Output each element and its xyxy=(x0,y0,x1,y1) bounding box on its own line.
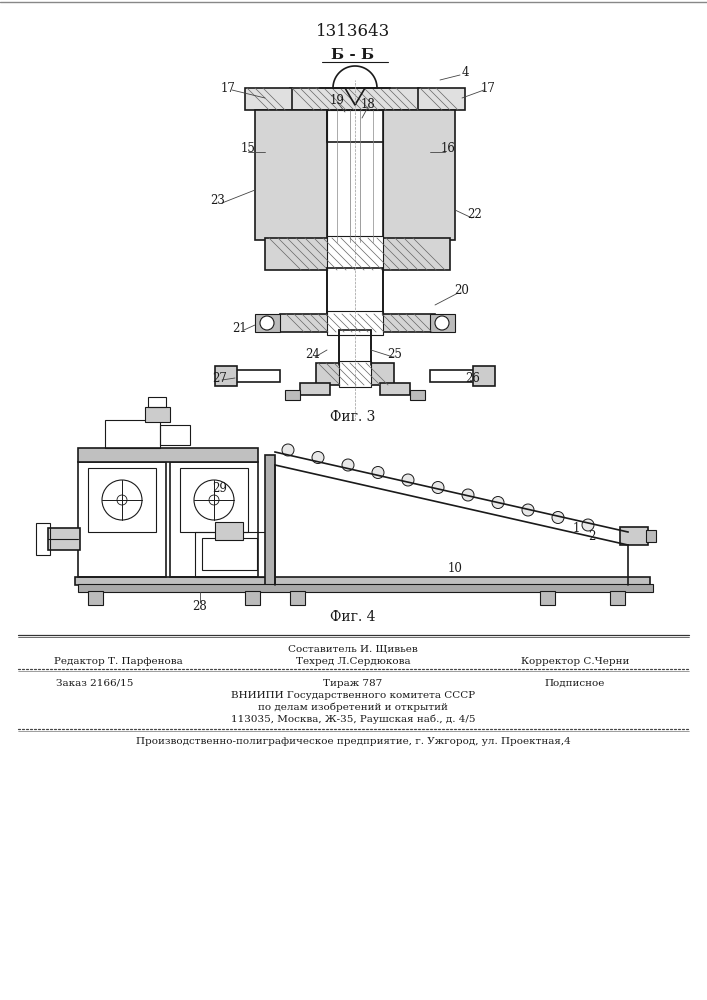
Bar xyxy=(327,236,383,272)
Text: 10: 10 xyxy=(448,562,462,574)
Bar xyxy=(148,397,166,407)
Bar xyxy=(316,363,394,385)
Text: 113035, Москва, Ж-35, Раушская наб., д. 4/5: 113035, Москва, Ж-35, Раушская наб., д. … xyxy=(230,714,475,724)
Text: Б - Б: Б - Б xyxy=(332,48,375,62)
Text: Фиг. 4: Фиг. 4 xyxy=(330,610,375,624)
Circle shape xyxy=(522,504,534,516)
Circle shape xyxy=(432,482,444,493)
Circle shape xyxy=(552,512,564,524)
Text: Составитель И. Щивьев: Составитель И. Щивьев xyxy=(288,645,418,654)
Text: Техред Л.Сердюкова: Техред Л.Сердюкова xyxy=(296,656,410,666)
Bar xyxy=(380,383,410,395)
Text: 24: 24 xyxy=(305,348,320,360)
Text: 4: 4 xyxy=(461,66,469,79)
Bar xyxy=(327,311,383,335)
Bar xyxy=(473,366,495,386)
Text: Заказ 2166/15: Заказ 2166/15 xyxy=(57,678,134,688)
Text: 29: 29 xyxy=(213,482,228,494)
Bar xyxy=(418,88,465,110)
Text: Редактор Т. Парфенова: Редактор Т. Парфенова xyxy=(54,656,182,666)
Bar xyxy=(88,468,156,532)
Text: Производственно-полиграфическое предприятие, г. Ужгород, ул. Проектная,4: Производственно-полиграфическое предприя… xyxy=(136,738,571,746)
Bar xyxy=(78,448,258,462)
Circle shape xyxy=(372,466,384,479)
Bar xyxy=(235,370,280,382)
Bar xyxy=(265,455,275,585)
Text: 25: 25 xyxy=(387,348,402,360)
Bar xyxy=(36,523,50,555)
Bar xyxy=(265,238,450,270)
Bar xyxy=(327,268,383,315)
Bar xyxy=(160,425,190,445)
Text: 1: 1 xyxy=(572,522,580,534)
Text: 2: 2 xyxy=(588,530,596,542)
Text: 20: 20 xyxy=(455,284,469,296)
Bar xyxy=(290,88,420,110)
Bar xyxy=(430,370,475,382)
Bar xyxy=(339,361,371,387)
Bar xyxy=(255,314,280,332)
Circle shape xyxy=(492,496,504,508)
Text: Фиг. 3: Фиг. 3 xyxy=(330,410,375,424)
Bar xyxy=(215,522,243,540)
Bar xyxy=(245,591,260,605)
Bar xyxy=(280,314,435,332)
Bar xyxy=(290,591,305,605)
Text: 1313643: 1313643 xyxy=(316,23,390,40)
Text: по делам изобретений и открытий: по делам изобретений и открытий xyxy=(258,702,448,712)
Bar xyxy=(195,532,265,577)
Bar xyxy=(145,407,170,422)
Circle shape xyxy=(462,489,474,501)
Circle shape xyxy=(282,444,294,456)
Text: 27: 27 xyxy=(213,371,228,384)
Bar xyxy=(75,577,650,585)
Circle shape xyxy=(260,316,274,330)
Bar xyxy=(285,390,300,400)
Circle shape xyxy=(435,316,449,330)
Bar xyxy=(646,530,656,542)
Text: 15: 15 xyxy=(240,141,255,154)
Circle shape xyxy=(342,459,354,471)
Text: 21: 21 xyxy=(233,322,247,334)
Bar xyxy=(202,538,257,570)
Bar xyxy=(410,390,425,400)
Text: 17: 17 xyxy=(221,82,235,95)
Bar xyxy=(300,383,330,395)
Bar xyxy=(88,591,103,605)
Bar xyxy=(215,366,237,386)
Text: 23: 23 xyxy=(211,194,226,207)
Bar xyxy=(48,528,80,550)
Bar xyxy=(540,591,555,605)
Text: 19: 19 xyxy=(329,94,344,106)
Bar xyxy=(327,110,383,142)
Bar xyxy=(170,462,258,577)
Circle shape xyxy=(402,474,414,486)
Bar xyxy=(105,420,160,448)
Text: Корректор С.Черни: Корректор С.Черни xyxy=(521,656,629,666)
Text: 17: 17 xyxy=(481,82,496,95)
Text: ВНИИПИ Государственного комитета СССР: ВНИИПИ Государственного комитета СССР xyxy=(231,690,475,700)
Bar xyxy=(383,110,455,240)
Text: 26: 26 xyxy=(466,371,481,384)
Text: Подписное: Подписное xyxy=(545,678,605,688)
Bar xyxy=(620,527,648,545)
Text: 18: 18 xyxy=(361,98,375,110)
Text: 16: 16 xyxy=(440,141,455,154)
Bar xyxy=(430,314,455,332)
Bar xyxy=(245,88,292,110)
Bar xyxy=(255,110,327,240)
Text: 22: 22 xyxy=(467,209,482,222)
Bar xyxy=(327,110,383,242)
Text: Тираж 787: Тираж 787 xyxy=(323,678,382,688)
Text: 28: 28 xyxy=(192,600,207,613)
Bar xyxy=(180,468,248,532)
Bar xyxy=(339,330,371,365)
Circle shape xyxy=(312,452,324,464)
Bar xyxy=(78,462,166,577)
Bar xyxy=(78,584,653,592)
Circle shape xyxy=(582,519,594,531)
Bar xyxy=(610,591,625,605)
